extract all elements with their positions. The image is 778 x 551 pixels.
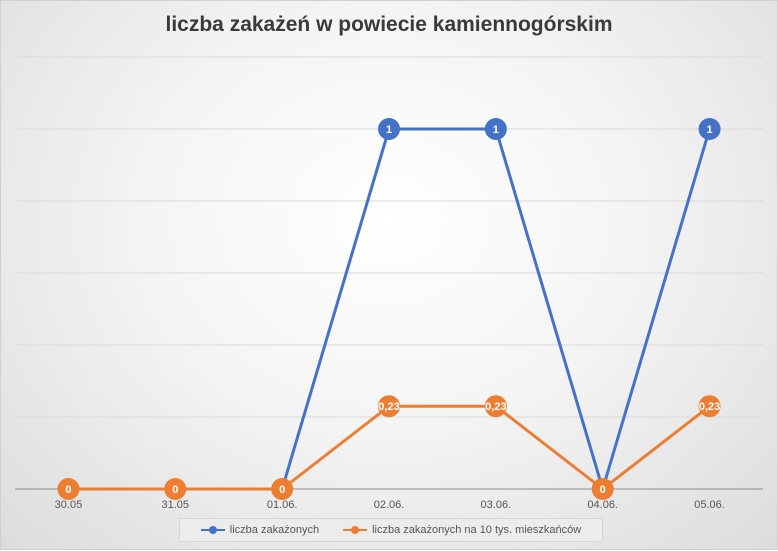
legend: liczba zakażonych liczba zakażonych na 1… xyxy=(179,518,603,542)
x-tick-label: 31.05 xyxy=(162,499,190,511)
data-point-series-2 xyxy=(164,478,187,500)
data-label-series-2: 0 xyxy=(65,484,71,496)
data-label-series-1: 1 xyxy=(493,124,499,136)
legend-label-series-1: liczba zakażonych xyxy=(229,524,320,536)
x-tick-label: 01.06. xyxy=(267,499,298,511)
series-line-1 xyxy=(68,127,712,491)
data-label-series-1: 1 xyxy=(386,124,392,136)
x-tick-label: 04.06. xyxy=(587,499,618,511)
x-tick-label: 03.06. xyxy=(481,499,512,511)
data-point-series-1 xyxy=(484,118,507,140)
data-label-series-2: 0,23 xyxy=(485,401,506,413)
data-label-series-2: 0 xyxy=(279,484,285,496)
data-point-series-2 xyxy=(591,478,614,500)
series-line-2 xyxy=(68,404,711,491)
legend-swatch-series-1 xyxy=(200,525,225,535)
x-tick-label: 30.05 xyxy=(55,499,83,511)
data-label-series-2: 0,23 xyxy=(378,401,399,413)
data-label-series-2: 0 xyxy=(172,484,178,496)
legend-item-series-2: liczba zakażonych na 10 tys. mieszkańców xyxy=(343,524,581,536)
legend-item-series-1: liczba zakażonych xyxy=(200,524,320,536)
data-point-series-2 xyxy=(57,478,80,500)
data-point-series-2 xyxy=(271,478,294,500)
data-point-series-2 xyxy=(698,395,721,418)
data-label-series-1: 1 xyxy=(707,124,713,136)
data-label-series-2: 0,23 xyxy=(699,401,720,413)
legend-label-series-2: liczba zakażonych na 10 tys. mieszkańców xyxy=(372,524,582,536)
data-point-series-1 xyxy=(698,118,721,140)
data-point-series-2 xyxy=(378,395,400,418)
data-label-series-2: 0 xyxy=(600,484,606,496)
x-tick-label: 02.06. xyxy=(374,499,405,511)
x-tick-label: 05.06. xyxy=(694,499,725,511)
data-point-series-2 xyxy=(484,395,507,418)
chart-title: liczba zakażeń w powiecie kamiennogórski… xyxy=(165,13,613,36)
data-point-series-1 xyxy=(378,118,400,140)
legend-swatch-series-2 xyxy=(343,525,368,535)
